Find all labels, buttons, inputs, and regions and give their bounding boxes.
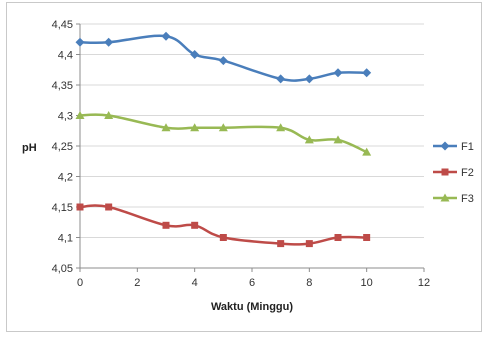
x-tick-label: 12 xyxy=(418,277,430,289)
y-tick-labels: 4,05 4,1 4,15 4,2 4,25 4,3 4,35 4,4 4,45 xyxy=(52,19,73,275)
data-point-f3 xyxy=(304,135,314,144)
series-lines xyxy=(75,31,372,248)
data-point-f3 xyxy=(276,123,286,132)
gridlines xyxy=(80,23,424,238)
data-point-f2 xyxy=(76,203,84,211)
legend-label-f1: F1 xyxy=(461,141,474,153)
axes xyxy=(76,23,425,272)
data-point-f1 xyxy=(304,74,314,84)
y-tick-label: 4,15 xyxy=(52,202,73,214)
data-point-f3 xyxy=(218,123,228,132)
x-tick-label: 6 xyxy=(249,277,255,289)
y-tick-label: 4,3 xyxy=(58,111,73,123)
data-point-f3 xyxy=(161,123,171,132)
data-point-f2 xyxy=(363,234,371,241)
legend-marker-f2 xyxy=(441,168,449,176)
y-tick-label: 4,45 xyxy=(52,19,73,31)
data-point-f2 xyxy=(105,203,113,211)
y-tick-label: 4,2 xyxy=(58,172,73,184)
y-tick-label: 4,4 xyxy=(58,50,73,62)
legend-marker-f1 xyxy=(440,141,450,151)
data-point-f1 xyxy=(276,74,286,84)
data-point-f1 xyxy=(333,68,343,78)
data-point-f3 xyxy=(362,147,372,156)
data-point-f1 xyxy=(218,56,228,66)
data-point-f1 xyxy=(75,37,85,47)
data-point-f1 xyxy=(362,68,372,78)
y-axis-title: pH xyxy=(22,142,37,154)
data-point-f2 xyxy=(277,240,285,248)
data-point-f3 xyxy=(333,135,343,144)
y-tick-label: 4,35 xyxy=(52,80,73,92)
data-point-f2 xyxy=(162,221,170,229)
data-point-f3 xyxy=(75,111,85,119)
data-point-f3 xyxy=(104,111,114,119)
data-point-f2 xyxy=(219,234,227,241)
data-point-f1 xyxy=(161,31,171,41)
x-tick-label: 2 xyxy=(134,277,140,289)
legend-label-f3: F3 xyxy=(461,193,474,205)
x-tick-label: 4 xyxy=(192,277,198,289)
y-tick-label: 4,25 xyxy=(52,141,73,153)
data-point-f1 xyxy=(190,50,200,59)
data-point-f2 xyxy=(191,221,199,229)
data-point-f2 xyxy=(305,240,313,248)
x-tick-label: 10 xyxy=(361,277,373,289)
legend-marker-f3 xyxy=(440,193,450,202)
legend: F1 F2 F3 xyxy=(433,141,474,205)
legend-label-f2: F2 xyxy=(461,167,474,179)
data-point-f1 xyxy=(104,37,114,47)
x-tick-label: 0 xyxy=(77,277,83,289)
x-tick-labels: 0 2 4 6 8 10 12 xyxy=(77,277,430,289)
chart-frame xyxy=(6,2,482,332)
x-axis-title: Waktu (Minggu) xyxy=(211,301,293,313)
y-tick-label: 4,1 xyxy=(58,233,73,245)
data-point-f3 xyxy=(190,123,200,132)
x-tick-label: 8 xyxy=(306,277,312,289)
y-tick-label: 4,05 xyxy=(52,263,73,275)
data-point-f2 xyxy=(334,234,342,241)
